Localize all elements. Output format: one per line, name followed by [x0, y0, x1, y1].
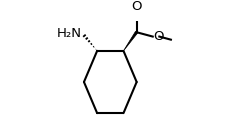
Text: O: O [131, 0, 142, 13]
Polygon shape [123, 32, 138, 51]
Text: H₂N: H₂N [57, 27, 82, 40]
Text: O: O [153, 30, 164, 43]
